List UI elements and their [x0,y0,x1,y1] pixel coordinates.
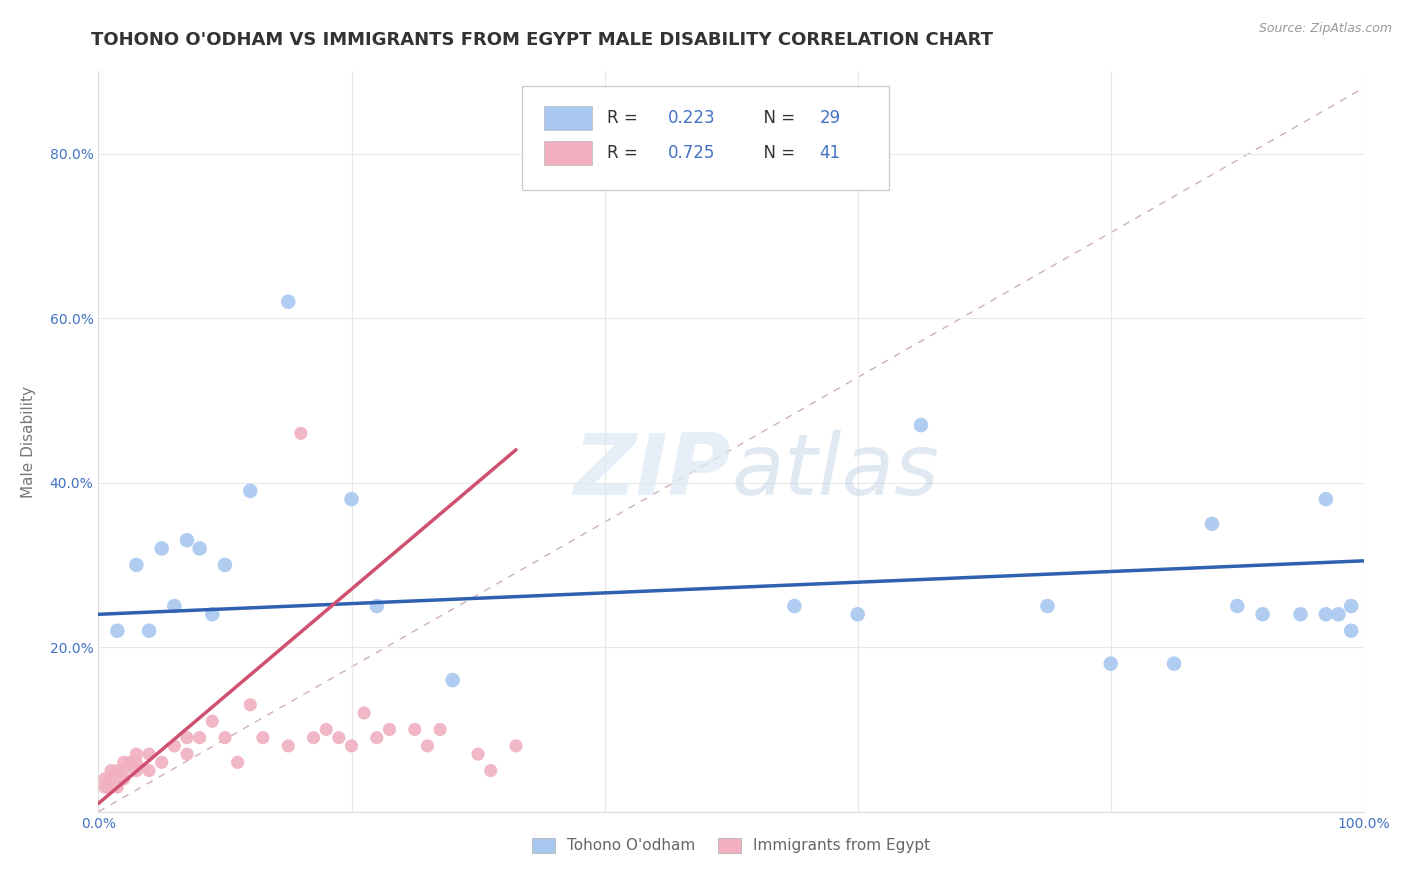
Point [846,607,869,622]
Point [328,731,350,745]
FancyBboxPatch shape [544,141,592,165]
Point [214,558,236,572]
Point [479,764,502,778]
Point [416,739,439,753]
Point [302,731,325,745]
Point [163,739,186,753]
Point [201,714,224,729]
Point [1251,607,1274,622]
Point [138,747,160,761]
Text: Source: ZipAtlas.com: Source: ZipAtlas.com [1258,22,1392,36]
Point [366,731,388,745]
Point [226,756,249,770]
Point [1226,599,1249,613]
Point [239,483,262,498]
Text: TOHONO O'ODHAM VS IMMIGRANTS FROM EGYPT MALE DISABILITY CORRELATION CHART: TOHONO O'ODHAM VS IMMIGRANTS FROM EGYPT … [91,31,994,49]
Point [201,607,224,622]
Point [1327,607,1350,622]
Text: atlas: atlas [731,430,939,513]
Point [188,541,211,556]
Point [176,747,198,761]
Point [1340,624,1362,638]
Point [441,673,464,687]
Point [214,731,236,745]
Point [277,739,299,753]
Legend: Tohono O'odham, Immigrants from Egypt: Tohono O'odham, Immigrants from Egypt [526,831,936,860]
Point [353,706,375,720]
Point [252,731,274,745]
Text: ZIP: ZIP [574,430,731,513]
Text: R =: R = [607,144,643,161]
Point [1201,516,1223,531]
Point [1289,607,1312,622]
Point [176,533,198,548]
Point [366,599,388,613]
Point [112,772,135,786]
Point [125,764,148,778]
Point [163,599,186,613]
Point [1163,657,1185,671]
Point [125,756,148,770]
Y-axis label: Male Disability: Male Disability [21,385,35,498]
FancyBboxPatch shape [544,106,592,130]
Point [277,294,299,309]
Point [100,772,122,786]
Point [505,739,527,753]
Text: N =: N = [752,144,800,161]
Point [96,780,118,794]
FancyBboxPatch shape [523,87,889,190]
Point [340,492,363,507]
Point [340,739,363,753]
Point [112,756,135,770]
Point [138,624,160,638]
Point [93,780,117,794]
Text: 29: 29 [820,109,841,127]
Point [429,723,451,737]
Text: R =: R = [607,109,643,127]
Point [783,599,806,613]
Point [100,764,122,778]
Point [404,723,426,737]
Point [176,731,198,745]
Point [107,780,129,794]
Point [910,418,932,433]
Point [138,764,160,778]
Text: 0.725: 0.725 [668,144,716,161]
Point [1315,492,1337,507]
Point [1340,599,1362,613]
Point [125,747,148,761]
Point [239,698,262,712]
Point [1036,599,1059,613]
Point [93,772,117,786]
Point [150,541,173,556]
Point [290,426,312,441]
Point [378,723,401,737]
Point [188,731,211,745]
Point [150,756,173,770]
Text: 0.223: 0.223 [668,109,716,127]
Point [120,756,141,770]
Point [107,764,129,778]
Text: 41: 41 [820,144,841,161]
Text: N =: N = [752,109,800,127]
Point [112,764,135,778]
Point [125,558,148,572]
Point [1315,607,1337,622]
Point [315,723,337,737]
Point [467,747,489,761]
Point [1099,657,1122,671]
Point [107,624,129,638]
